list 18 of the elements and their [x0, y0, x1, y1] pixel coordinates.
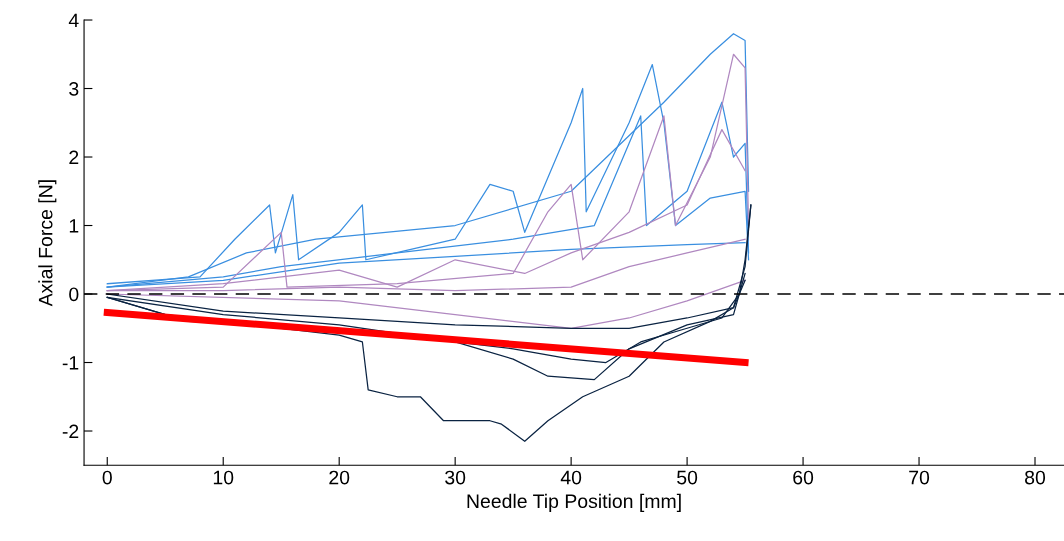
x-tick-label: 30 [445, 470, 466, 485]
x-tick-label: 60 [793, 470, 814, 485]
y-tick-label: 0 [69, 287, 79, 302]
y-tick-label: 3 [69, 81, 79, 96]
x-tick-label: 20 [329, 470, 350, 485]
y-tick-label: 4 [68, 13, 79, 28]
y-tick-label: -2 [62, 424, 79, 439]
y-tick-label: 1 [69, 219, 79, 233]
x-tick-label: 0 [102, 470, 112, 485]
x-tick-label: 70 [909, 470, 930, 485]
y-tick-label: 2 [69, 150, 79, 165]
x-tick-label: 40 [560, 470, 582, 485]
y-tick-label: -1 [62, 356, 79, 370]
x-tick-label: 80 [1025, 470, 1046, 485]
x-axis-title: Needle Tip Position [mm] [467, 493, 681, 512]
y-axis-title: Axial Force [N] [38, 180, 57, 307]
x-tick-label: 50 [677, 470, 698, 485]
x-tick-label: 10 [213, 470, 234, 485]
